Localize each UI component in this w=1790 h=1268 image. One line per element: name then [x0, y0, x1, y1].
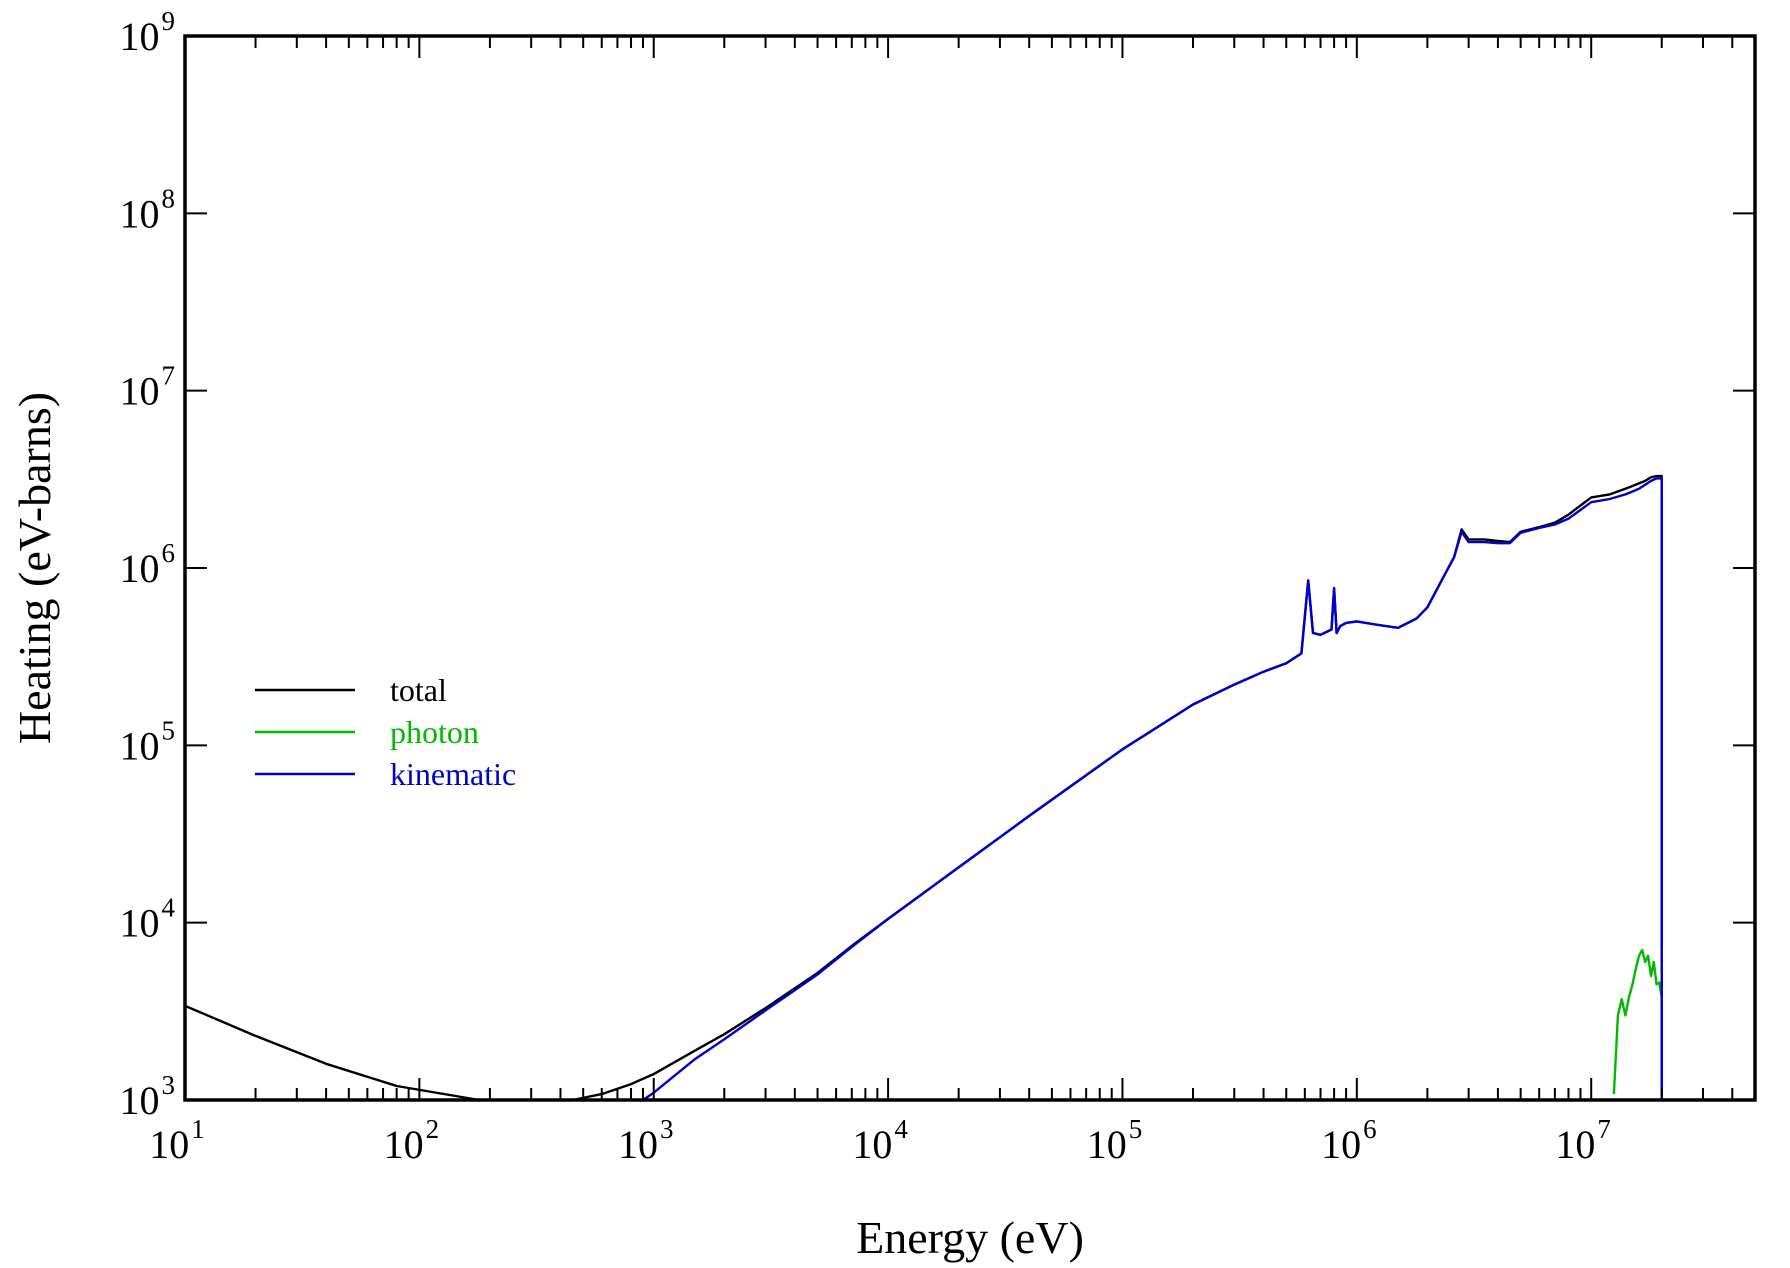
legend-label-kinematic: kinematic	[390, 756, 516, 792]
x-tick-label: 105	[1087, 1114, 1143, 1167]
legend-label-total: total	[390, 672, 447, 708]
plot-lines	[185, 474, 1663, 1102]
x-tick-label: 106	[1321, 1114, 1377, 1167]
y-tick-label: 104	[120, 893, 176, 946]
series-line-photon	[1612, 948, 1663, 1095]
y-tick-label: 103	[120, 1070, 176, 1123]
y-tick-label: 108	[120, 183, 176, 236]
x-tick-label: 103	[618, 1114, 674, 1167]
y-tick-label: 106	[120, 538, 176, 591]
y-axis-label: Heating (eV-barns)	[9, 392, 60, 744]
y-tick-label: 107	[120, 361, 176, 414]
legend: total photon kinematic	[255, 672, 516, 792]
legend-label-photon: photon	[390, 714, 479, 750]
series-line-kinematic	[642, 477, 1663, 1101]
x-tick-label: 104	[852, 1114, 908, 1167]
x-axis-label: Energy (eV)	[856, 1212, 1084, 1263]
axis-ticks	[184, 35, 1756, 1101]
y-tick-label: 109	[120, 6, 176, 59]
tick-labels: 101 102 103 104 105 106 1071031041051061071081…	[120, 6, 1611, 1167]
plot-frame	[183, 34, 1757, 1102]
x-tick-label: 102	[384, 1114, 440, 1167]
x-tick-label: 107	[1555, 1114, 1611, 1167]
y-tick-label: 105	[120, 715, 176, 768]
